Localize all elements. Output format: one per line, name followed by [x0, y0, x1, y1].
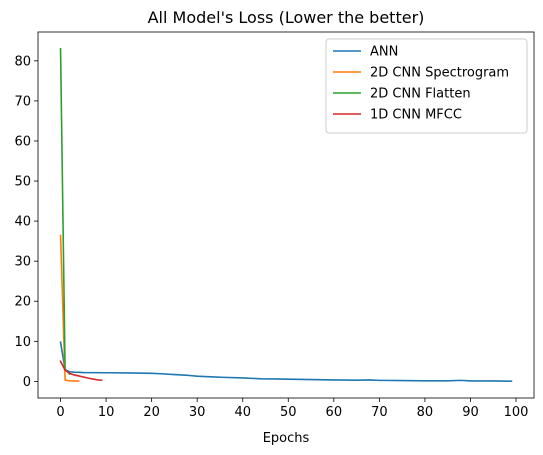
- y-tick-label: 20: [14, 295, 31, 310]
- series-line-3: [59, 360, 103, 382]
- y-tick-label: 80: [14, 54, 31, 69]
- y-tick-label: 60: [14, 134, 31, 149]
- x-tick-label: 30: [189, 405, 206, 420]
- x-axis: 0 10 20 30 40 50 60 70 80 90 100: [56, 398, 528, 420]
- y-tick-label: 30: [14, 255, 31, 270]
- x-tick-label: 60: [326, 405, 343, 420]
- legend-label: 2D CNN Flatten: [370, 87, 471, 102]
- x-tick-label: 20: [143, 405, 160, 420]
- y-axis: 0 10 20 30 40 50 60 70 80: [14, 54, 38, 390]
- y-tick-label: 40: [14, 215, 31, 230]
- x-tick-label: 10: [98, 405, 115, 420]
- x-tick-label: 90: [462, 405, 479, 420]
- series-line-0: [59, 341, 513, 382]
- legend-box: [325, 38, 528, 134]
- legend-label: 1D CNN MFCC: [370, 108, 462, 123]
- legend-label: ANN: [370, 45, 398, 60]
- chart-title: All Model's Loss (Lower the better): [148, 8, 425, 27]
- plot-frame: [37, 31, 535, 399]
- y-tick-label: 0: [23, 375, 31, 390]
- y-tick-label: 70: [14, 94, 31, 109]
- plot-area: [59, 48, 513, 383]
- x-axis-label: Epochs: [263, 431, 310, 446]
- x-tick-label: 70: [371, 405, 388, 420]
- y-tick-label: 50: [14, 175, 31, 190]
- x-tick-label: 40: [234, 405, 251, 420]
- series-line-1: [59, 234, 80, 383]
- x-tick-label: 100: [504, 405, 529, 420]
- x-tick-label: 50: [280, 405, 297, 420]
- legend-label: 2D CNN Spectrogram: [370, 66, 509, 81]
- x-tick-label: 80: [417, 405, 434, 420]
- x-tick-label: 0: [56, 405, 64, 420]
- y-tick-label: 10: [14, 335, 31, 350]
- legend: ANN 2D CNN Spectrogram 2D CNN Flatten 1D CN…: [325, 38, 528, 134]
